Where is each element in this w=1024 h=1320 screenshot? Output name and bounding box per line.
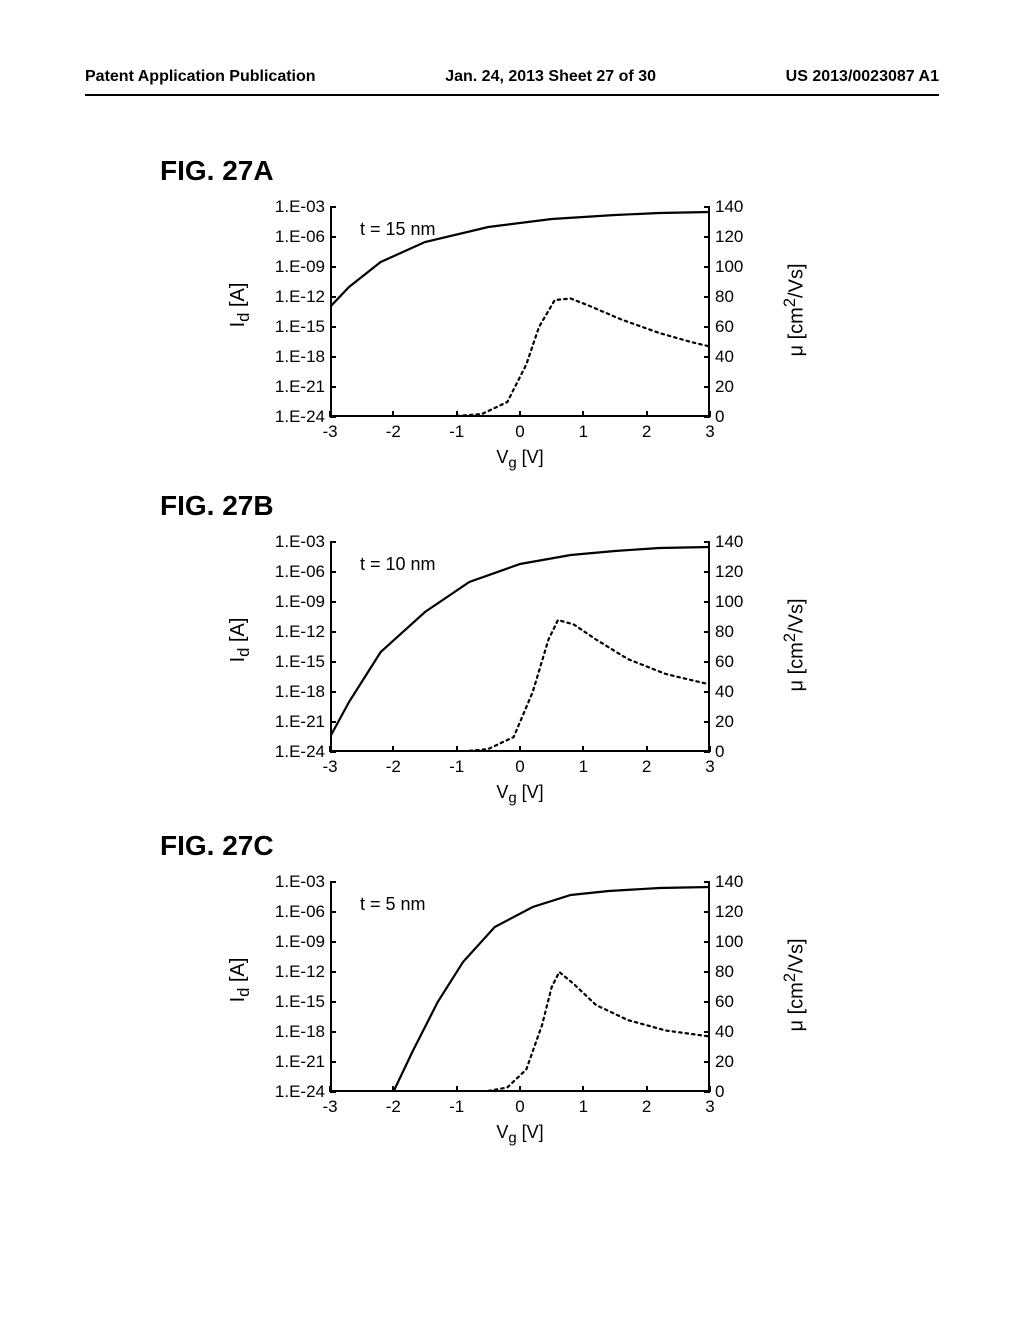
id-curve (330, 547, 710, 737)
xtick: 1 (563, 757, 603, 777)
ytick-right: 60 (715, 652, 755, 672)
id-curve (330, 212, 710, 307)
ytick-left: 1.E-09 (250, 257, 325, 277)
figure-27b: FIG. 27B 1.E-031.E-061.E-091.E-121.E-151… (160, 490, 855, 830)
chart-b: 1.E-03 1.E-06 1.E-09 1.E-12 1.E-15 1.E-18 1.E-… (215, 530, 855, 830)
ytick-left: 1.E-18 (250, 347, 325, 367)
ytick-right: 100 (715, 257, 755, 277)
ytick-right: 100 (715, 592, 755, 612)
chart-c: 1.E-03 1.E-06 1.E-09 1.E-12 1.E-15 1.E-18 1.E-… (215, 870, 855, 1170)
mu-curve (444, 299, 710, 418)
ytick-left: 1.E-21 (250, 1052, 325, 1072)
xtick: -1 (437, 757, 477, 777)
ytick-right: 60 (715, 992, 755, 1012)
ytick-right: 120 (715, 902, 755, 922)
ytick-left: 1.E-15 (250, 992, 325, 1012)
y-axis-label-left: Id [A] (227, 530, 254, 750)
ytick-left: 1.E-15 (250, 317, 325, 337)
ytick-right: 80 (715, 622, 755, 642)
ytick-left: 1.E-06 (250, 227, 325, 247)
header-rule (85, 94, 939, 96)
header-left: Patent Application Publication (85, 68, 316, 86)
mu-curve (457, 620, 710, 752)
fig-label-a: FIG. 27A (160, 155, 855, 187)
xtick: -1 (437, 1097, 477, 1117)
figure-27a: FIG. 27A 1.E-031.E-061.E-091.E-121.E-151… (160, 155, 855, 495)
ytick-right: 20 (715, 377, 755, 397)
header-right: US 2013/0023087 A1 (786, 68, 939, 86)
figure-27c: FIG. 27C 1.E-031.E-061.E-091.E-121.E-151… (160, 830, 855, 1170)
fig-label-b: FIG. 27B (160, 490, 855, 522)
xtick: -2 (373, 757, 413, 777)
ytick-right: 40 (715, 347, 755, 367)
xtick: -2 (373, 422, 413, 442)
ytick-right: 100 (715, 932, 755, 952)
ytick-left: 1.E-21 (250, 712, 325, 732)
y-axis-label-right: μ [cm2/Vs] (780, 205, 809, 415)
ytick-right: 120 (715, 562, 755, 582)
x-axis-label: Vg [V] (330, 447, 710, 472)
xtick: 0 (500, 757, 540, 777)
xtick: 2 (627, 422, 667, 442)
ytick-left: 1.E-12 (250, 622, 325, 642)
x-axis-label: Vg [V] (330, 1122, 710, 1147)
fig-label-c: FIG. 27C (160, 830, 855, 862)
ytick-left: 1.E-06 (250, 902, 325, 922)
xtick: -1 (437, 422, 477, 442)
xtick: -3 (310, 757, 350, 777)
ytick-right: 140 (715, 872, 755, 892)
ytick-left: 1.E-03 (250, 197, 325, 217)
x-axis-label: Vg [V] (330, 782, 710, 807)
xtick: 2 (627, 1097, 667, 1117)
ytick-right: 40 (715, 1022, 755, 1042)
ytick-right: 80 (715, 962, 755, 982)
ytick-right: 20 (715, 712, 755, 732)
ytick-right: 120 (715, 227, 755, 247)
ytick-left: 1.E-15 (250, 652, 325, 672)
chart-svg (330, 882, 710, 1092)
chart-a: 1.E-03 1.E-06 1.E-09 1.E-12 1.E-15 1.E-18 1.E-… (215, 195, 855, 495)
ytick-right: 140 (715, 532, 755, 552)
ytick-right: 80 (715, 287, 755, 307)
ytick-left: 1.E-09 (250, 932, 325, 952)
y-axis-label-left: Id [A] (227, 195, 254, 415)
xtick: 0 (500, 422, 540, 442)
ytick-left: 1.E-12 (250, 287, 325, 307)
chart-svg (330, 542, 710, 752)
ytick-left: 1.E-18 (250, 682, 325, 702)
xtick: 2 (627, 757, 667, 777)
xtick: 1 (563, 1097, 603, 1117)
xtick: -3 (310, 422, 350, 442)
ytick-right: 60 (715, 317, 755, 337)
ytick-left: 1.E-03 (250, 872, 325, 892)
xtick: -2 (373, 1097, 413, 1117)
xtick: 0 (500, 1097, 540, 1117)
ytick-left: 1.E-12 (250, 962, 325, 982)
y-axis-label-right: μ [cm2/Vs] (780, 540, 809, 750)
ytick-right: 20 (715, 1052, 755, 1072)
xtick: 3 (690, 1097, 730, 1117)
chart-svg (330, 207, 710, 417)
xtick: 1 (563, 422, 603, 442)
mu-curve (482, 972, 710, 1092)
xtick: 3 (690, 422, 730, 442)
ytick-left: 1.E-21 (250, 377, 325, 397)
y-axis-label-left: Id [A] (227, 870, 254, 1090)
y-axis-label-right: μ [cm2/Vs] (780, 880, 809, 1090)
header-mid: Jan. 24, 2013 Sheet 27 of 30 (445, 68, 656, 86)
ytick-right: 140 (715, 197, 755, 217)
xtick: 3 (690, 757, 730, 777)
ytick-right: 40 (715, 682, 755, 702)
ytick-left: 1.E-06 (250, 562, 325, 582)
ytick-left: 1.E-03 (250, 532, 325, 552)
ytick-left: 1.E-09 (250, 592, 325, 612)
ytick-left: 1.E-18 (250, 1022, 325, 1042)
xtick: -3 (310, 1097, 350, 1117)
